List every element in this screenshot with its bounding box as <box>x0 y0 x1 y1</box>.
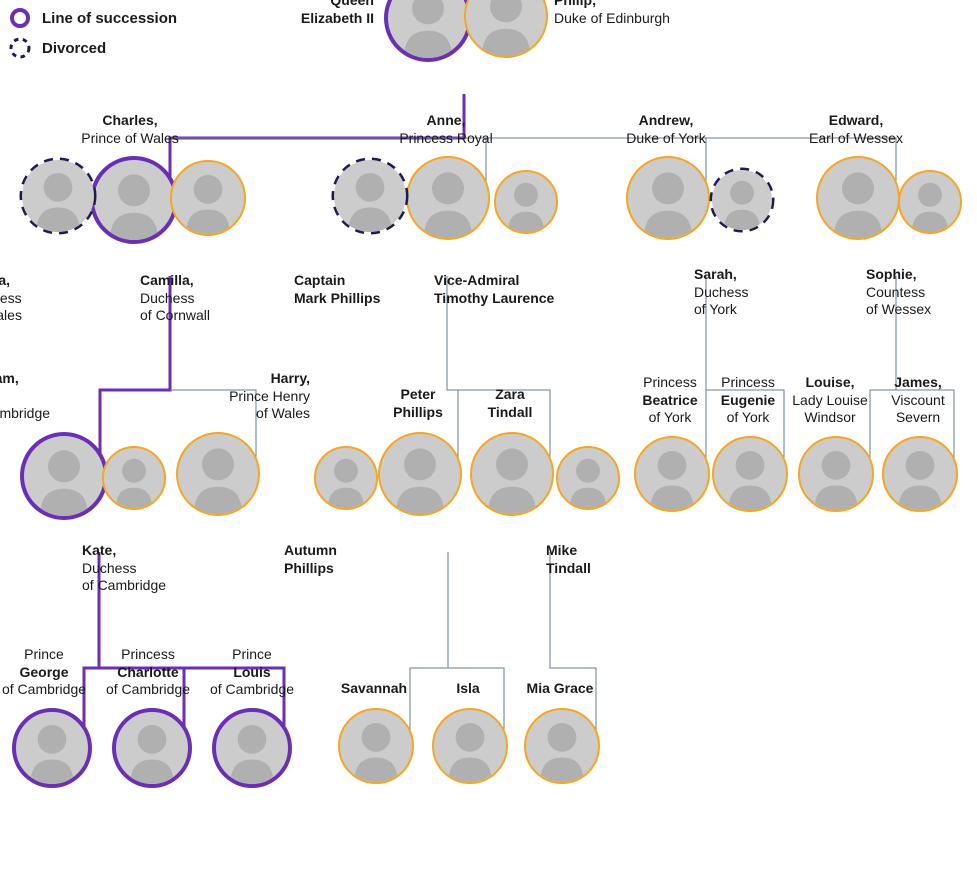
portrait-mike <box>556 446 620 510</box>
label-diana: Diana,Princessof Wales <box>0 272 22 325</box>
person-icon <box>526 710 598 782</box>
label-edward: Edward,Earl of Wessex <box>809 112 903 147</box>
label-sarah: Sarah,Duchessof York <box>694 266 748 319</box>
person-icon <box>216 712 288 784</box>
label-markp: CaptainMark Phillips <box>294 272 380 307</box>
person-icon <box>334 160 406 232</box>
portrait-savannah <box>338 708 414 784</box>
portrait-mia <box>524 708 600 784</box>
label-beatrice: PrincessBeatriceof York <box>642 374 697 427</box>
label-timothy: Vice-AdmiralTimothy Laurence <box>434 272 554 307</box>
portrait-edward <box>816 156 900 240</box>
person-icon <box>408 158 488 238</box>
label-louis: PrinceLouisof Cambridge <box>210 646 294 699</box>
label-mike: MikeTindall <box>546 542 591 577</box>
label-charlotte: PrincessCharlotteof Cambridge <box>106 646 190 699</box>
label-zara: ZaraTindall <box>488 386 533 421</box>
person-icon <box>628 158 708 238</box>
person-icon <box>94 160 174 240</box>
portrait-george <box>12 708 92 788</box>
portrait-camilla <box>170 160 246 236</box>
person-icon <box>636 438 708 510</box>
person-icon <box>900 172 960 232</box>
label-peter: PeterPhillips <box>393 386 443 421</box>
portrait-louis <box>212 708 292 788</box>
portrait-peter <box>378 432 462 516</box>
label-autumn: AutumnPhillips <box>284 542 337 577</box>
portrait-diana <box>22 160 94 232</box>
label-louise: Louise, Lady LouiseWindsor <box>792 374 868 427</box>
label-eugenie: PrincessEugenieof York <box>721 374 775 427</box>
person-icon <box>712 170 772 230</box>
person-icon <box>714 438 786 510</box>
person-icon <box>178 434 258 514</box>
portrait-charles <box>90 156 178 244</box>
portrait-harry <box>176 432 260 516</box>
person-icon <box>16 712 88 784</box>
portrait-autumn <box>314 446 378 510</box>
portrait-william <box>20 432 108 520</box>
portrait-sophie <box>898 170 962 234</box>
portrait-charlotte <box>112 708 192 788</box>
label-philip: Philip,Duke of Edinburgh <box>554 0 670 27</box>
label-george: PrinceGeorgeof Cambridge <box>2 646 86 699</box>
portrait-sarah <box>712 170 772 230</box>
person-icon <box>434 710 506 782</box>
label-isla: Isla <box>456 680 479 698</box>
person-icon <box>472 434 552 514</box>
person-icon <box>884 438 956 510</box>
portrait-markp <box>334 160 406 232</box>
person-icon <box>116 712 188 784</box>
label-anne: Anne,Princess Royal <box>399 112 492 147</box>
person-icon <box>558 448 618 508</box>
label-camilla: Camilla,Duchessof Cornwall <box>140 272 210 325</box>
label-sophie: Sophie,Countessof Wessex <box>866 266 931 319</box>
portrait-isla <box>432 708 508 784</box>
portrait-timothy <box>494 170 558 234</box>
person-icon <box>380 434 460 514</box>
portrait-louise <box>798 436 874 512</box>
portrait-beatrice <box>634 436 710 512</box>
label-andrew: Andrew,Duke of York <box>626 112 705 147</box>
person-icon <box>24 436 104 516</box>
label-charles: Charles,Prince of Wales <box>81 112 179 147</box>
person-icon <box>800 438 872 510</box>
label-harry: Harry,Prince Henryof Wales <box>229 370 310 423</box>
portrait-zara <box>470 432 554 516</box>
person-icon <box>388 0 468 58</box>
label-queen: Queen Elizabeth II <box>301 0 374 27</box>
label-savannah: Savannah <box>341 680 407 698</box>
person-icon <box>316 448 376 508</box>
person-icon <box>172 162 244 234</box>
person-icon <box>104 448 164 508</box>
portrait-james <box>882 436 958 512</box>
label-mia: Mia Grace <box>527 680 594 698</box>
family-tree: { "type": "tree", "background_color": "#… <box>0 0 977 884</box>
label-james: James,ViscountSevern <box>891 374 944 427</box>
portrait-kate <box>102 446 166 510</box>
portrait-anne <box>406 156 490 240</box>
label-william: William,Dukeof Cambridge <box>0 370 50 423</box>
portrait-andrew <box>626 156 710 240</box>
portrait-eugenie <box>712 436 788 512</box>
label-kate: Kate,Duchessof Cambridge <box>82 542 166 595</box>
person-icon <box>22 160 94 232</box>
person-icon <box>818 158 898 238</box>
person-icon <box>340 710 412 782</box>
person-icon <box>496 172 556 232</box>
